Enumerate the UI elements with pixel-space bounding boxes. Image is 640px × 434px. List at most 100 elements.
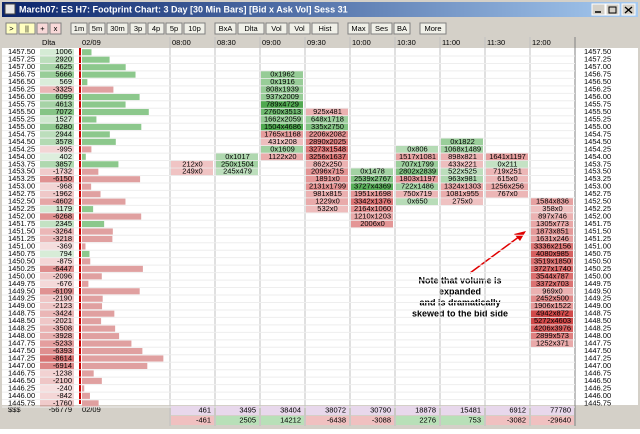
footprint-label: 2206x2082 bbox=[309, 129, 346, 138]
footer-date: 02/09 bbox=[82, 405, 101, 414]
toolbar-button[interactable] bbox=[347, 22, 370, 35]
footprint-cell bbox=[531, 243, 573, 250]
price-label: 1447.25 bbox=[8, 353, 35, 362]
maximize-button[interactable] bbox=[605, 3, 620, 16]
footprint-cell bbox=[531, 258, 573, 265]
price-axis-label: 1452.25 bbox=[584, 204, 611, 213]
footprint-label: 0x1017 bbox=[225, 152, 250, 161]
delta-value: -3264 bbox=[53, 226, 72, 235]
footprint-label: 750x719 bbox=[403, 189, 432, 198]
delta-value: -3325 bbox=[53, 85, 72, 94]
delta-value: 7072 bbox=[55, 107, 72, 116]
maximize-icon bbox=[608, 6, 617, 14]
price-label: 1450.50 bbox=[8, 256, 35, 265]
footprint-cell bbox=[306, 153, 348, 161]
toolbar-button[interactable] bbox=[370, 22, 393, 35]
price-label: 1452.75 bbox=[8, 189, 35, 198]
footprint-label: 615x0 bbox=[497, 174, 517, 183]
delta-cell bbox=[40, 183, 74, 190]
price-label: 1451.00 bbox=[8, 241, 35, 250]
delta-bar bbox=[82, 86, 114, 93]
price-label: 1446.00 bbox=[8, 391, 35, 400]
footprint-cell bbox=[261, 146, 303, 153]
annotation-line: skewed to the bid side bbox=[412, 308, 508, 318]
price-label: 1449.75 bbox=[8, 279, 35, 288]
time-header: 09:30 bbox=[307, 38, 326, 47]
delta-cell bbox=[40, 71, 74, 78]
price-label: 1451.75 bbox=[8, 219, 35, 228]
footprint-label: 522x525 bbox=[448, 167, 477, 176]
toolbar-button-label: Dlta bbox=[244, 24, 258, 33]
footprint-label: 1504x4686 bbox=[264, 122, 301, 131]
delta-cell bbox=[40, 228, 74, 235]
toolbar-button-label: 30m bbox=[110, 24, 125, 33]
footer-delta-total: -56779 bbox=[49, 405, 72, 414]
toolbar-button[interactable] bbox=[288, 22, 311, 35]
toolbar-button[interactable] bbox=[129, 22, 147, 35]
price-axis-label: 1453.25 bbox=[584, 174, 611, 183]
price-axis-label: 1448.25 bbox=[584, 324, 611, 333]
toolbar-button[interactable] bbox=[18, 22, 36, 35]
price-axis-label: 1447.25 bbox=[584, 353, 611, 362]
window-controls[interactable] bbox=[591, 3, 636, 16]
footer-delta-cell bbox=[261, 416, 304, 425]
toolbar-button[interactable] bbox=[70, 22, 88, 35]
toolbar-button[interactable] bbox=[419, 22, 447, 35]
footprint-label: 767x0 bbox=[497, 189, 517, 198]
delta-cell bbox=[40, 161, 74, 168]
footprint-cell bbox=[486, 190, 528, 198]
toolbar-button[interactable] bbox=[393, 22, 411, 35]
footprint-cell bbox=[261, 138, 303, 146]
toolbar-button[interactable] bbox=[36, 22, 49, 35]
footprint-label: 1951x1698 bbox=[354, 189, 391, 198]
footprint-cell bbox=[216, 168, 258, 176]
toolbar-button[interactable] bbox=[183, 22, 206, 35]
footprint-cell bbox=[261, 131, 303, 138]
footprint-cell bbox=[441, 183, 483, 191]
date-header: 02/09 bbox=[82, 38, 101, 47]
footprint-cell bbox=[531, 228, 573, 235]
footer-volume-cell bbox=[216, 406, 259, 415]
delta-value: 2345 bbox=[55, 219, 72, 228]
footprint-label: 648x1718 bbox=[311, 114, 344, 123]
footer-volume-cell bbox=[486, 406, 529, 415]
minimize-button[interactable] bbox=[591, 3, 606, 16]
toolbar-button[interactable] bbox=[147, 22, 165, 35]
delta-bar bbox=[82, 228, 113, 235]
arrow-head bbox=[514, 231, 526, 241]
delta-cell bbox=[40, 205, 74, 213]
toolbar-button[interactable] bbox=[237, 22, 265, 35]
footprint-cell bbox=[306, 160, 348, 168]
footprint-label: 0x806 bbox=[407, 144, 427, 153]
delta-cell bbox=[40, 265, 74, 273]
price-label: 1448.00 bbox=[8, 331, 35, 340]
toolbar-button[interactable] bbox=[214, 22, 237, 35]
delta-value: -2096 bbox=[53, 271, 72, 280]
footprint-cell bbox=[261, 101, 303, 108]
footprint-label: 0x1916 bbox=[270, 77, 295, 86]
toolbar-button-label: 5m bbox=[92, 24, 102, 33]
footer-volume-cell bbox=[531, 406, 574, 415]
time-header: 08:30 bbox=[217, 38, 236, 47]
footer-delta: -3082 bbox=[507, 415, 526, 424]
toolbar-button[interactable] bbox=[165, 22, 183, 35]
toolbar-button[interactable] bbox=[311, 22, 339, 35]
toolbar-button[interactable] bbox=[265, 22, 288, 35]
toolbar-button[interactable] bbox=[49, 22, 62, 35]
toolbar-button[interactable] bbox=[88, 22, 106, 35]
delta-bar bbox=[82, 362, 148, 370]
footer-delta: 14212 bbox=[280, 415, 301, 424]
price-label: 1447.50 bbox=[8, 346, 35, 355]
delta-value: 4625 bbox=[55, 62, 72, 71]
footer-label: $$$ bbox=[8, 405, 21, 414]
footprint-cell bbox=[531, 310, 573, 318]
price-label: 1446.75 bbox=[8, 368, 35, 377]
footprint-cell bbox=[531, 332, 573, 340]
footprint-label: 5272x4603 bbox=[534, 316, 571, 325]
price-label: 1451.50 bbox=[8, 226, 35, 235]
toolbar-button[interactable] bbox=[5, 22, 18, 35]
price-label: 1457.50 bbox=[8, 47, 35, 56]
toolbar-button[interactable] bbox=[106, 22, 129, 35]
price-label: 1449.50 bbox=[8, 286, 35, 295]
